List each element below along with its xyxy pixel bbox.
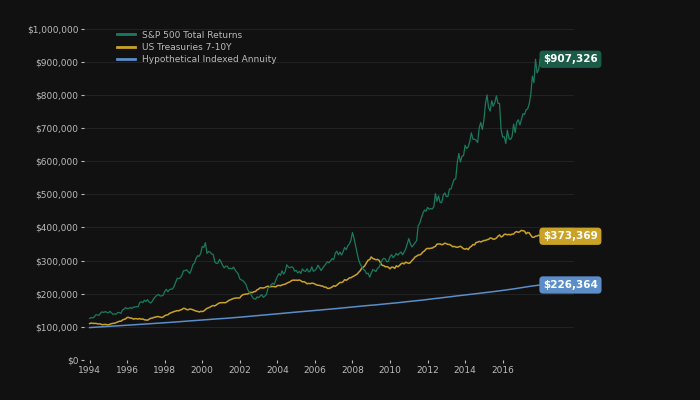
Text: $226,364: $226,364 <box>543 280 598 290</box>
Text: $373,369: $373,369 <box>543 231 598 241</box>
Text: $907,326: $907,326 <box>543 54 598 64</box>
Legend: S&P 500 Total Returns, US Treasuries 7-10Y, Hypothetical Indexed Annuity: S&P 500 Total Returns, US Treasuries 7-1… <box>113 27 280 68</box>
